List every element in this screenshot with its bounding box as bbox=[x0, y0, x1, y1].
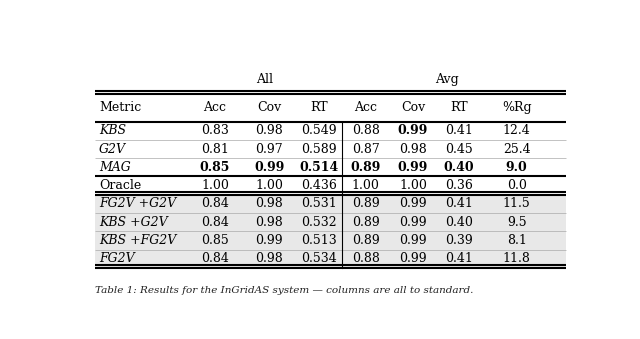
Text: 9.0: 9.0 bbox=[506, 161, 527, 174]
Text: 0.89: 0.89 bbox=[352, 197, 380, 210]
Text: 0.45: 0.45 bbox=[445, 142, 473, 156]
Text: RT: RT bbox=[450, 101, 468, 114]
Text: 1.00: 1.00 bbox=[201, 179, 229, 192]
Text: 0.85: 0.85 bbox=[201, 234, 229, 247]
Text: Metric: Metric bbox=[99, 101, 141, 114]
Text: 0.99: 0.99 bbox=[399, 252, 427, 265]
Text: 0.89: 0.89 bbox=[352, 234, 380, 247]
Text: KBS +G2V: KBS +G2V bbox=[99, 216, 168, 228]
Text: 0.531: 0.531 bbox=[301, 197, 337, 210]
Text: 0.534: 0.534 bbox=[301, 252, 337, 265]
Text: FG2V: FG2V bbox=[99, 252, 134, 265]
Text: 1.00: 1.00 bbox=[352, 179, 380, 192]
Text: 0.98: 0.98 bbox=[255, 124, 283, 137]
Text: 11.8: 11.8 bbox=[502, 252, 531, 265]
Bar bbox=[95, 231, 566, 250]
Text: 0.36: 0.36 bbox=[445, 179, 473, 192]
Text: RT: RT bbox=[310, 101, 328, 114]
Text: Table 1: Results for the InGridAS system — columns are all to standard.: Table 1: Results for the InGridAS system… bbox=[95, 286, 473, 295]
Text: 0.0: 0.0 bbox=[507, 179, 527, 192]
Text: 1.00: 1.00 bbox=[255, 179, 283, 192]
Text: Acc: Acc bbox=[204, 101, 227, 114]
Text: 0.88: 0.88 bbox=[352, 252, 380, 265]
Text: 0.99: 0.99 bbox=[255, 234, 283, 247]
Text: 0.99: 0.99 bbox=[399, 216, 427, 228]
Text: 0.41: 0.41 bbox=[445, 252, 473, 265]
Text: 0.549: 0.549 bbox=[301, 124, 337, 137]
Text: 0.84: 0.84 bbox=[201, 252, 229, 265]
Text: G2V: G2V bbox=[99, 142, 126, 156]
Text: 1.00: 1.00 bbox=[399, 179, 427, 192]
Text: 0.85: 0.85 bbox=[200, 161, 230, 174]
Text: 0.99: 0.99 bbox=[254, 161, 284, 174]
Bar bbox=[95, 195, 566, 213]
Text: 0.513: 0.513 bbox=[301, 234, 337, 247]
Text: 0.589: 0.589 bbox=[301, 142, 337, 156]
Text: 0.41: 0.41 bbox=[445, 124, 473, 137]
Bar bbox=[95, 213, 566, 231]
Text: 8.1: 8.1 bbox=[507, 234, 527, 247]
Text: 0.83: 0.83 bbox=[201, 124, 229, 137]
Text: %Rg: %Rg bbox=[502, 101, 531, 114]
Bar bbox=[95, 250, 566, 268]
Text: 0.89: 0.89 bbox=[351, 161, 381, 174]
Text: KBS: KBS bbox=[99, 124, 126, 137]
Text: 0.40: 0.40 bbox=[445, 216, 473, 228]
Text: 11.5: 11.5 bbox=[503, 197, 531, 210]
Text: 0.514: 0.514 bbox=[299, 161, 339, 174]
Text: Oracle: Oracle bbox=[99, 179, 141, 192]
Text: 0.436: 0.436 bbox=[301, 179, 337, 192]
Text: 12.4: 12.4 bbox=[503, 124, 531, 137]
Text: 0.89: 0.89 bbox=[352, 216, 380, 228]
Text: 0.41: 0.41 bbox=[445, 197, 473, 210]
Text: 0.98: 0.98 bbox=[255, 197, 283, 210]
Text: 0.39: 0.39 bbox=[445, 234, 473, 247]
Text: 0.97: 0.97 bbox=[255, 142, 283, 156]
Text: 0.84: 0.84 bbox=[201, 197, 229, 210]
Text: 0.98: 0.98 bbox=[399, 142, 427, 156]
Text: 0.98: 0.98 bbox=[255, 252, 283, 265]
Text: 0.99: 0.99 bbox=[399, 234, 427, 247]
Text: 0.99: 0.99 bbox=[399, 197, 427, 210]
Text: 9.5: 9.5 bbox=[507, 216, 527, 228]
Text: KBS +FG2V: KBS +FG2V bbox=[99, 234, 176, 247]
Text: Cov: Cov bbox=[401, 101, 425, 114]
Text: 25.4: 25.4 bbox=[503, 142, 531, 156]
Text: 0.532: 0.532 bbox=[301, 216, 337, 228]
Text: Acc: Acc bbox=[355, 101, 378, 114]
Text: 0.99: 0.99 bbox=[397, 161, 428, 174]
Text: MAG: MAG bbox=[99, 161, 131, 174]
Text: 0.81: 0.81 bbox=[201, 142, 229, 156]
Text: FG2V +G2V: FG2V +G2V bbox=[99, 197, 176, 210]
Text: 0.99: 0.99 bbox=[397, 124, 428, 137]
Text: 0.84: 0.84 bbox=[201, 216, 229, 228]
Text: Cov: Cov bbox=[257, 101, 282, 114]
Text: 0.40: 0.40 bbox=[444, 161, 474, 174]
Text: All: All bbox=[256, 73, 273, 86]
Text: Avg: Avg bbox=[435, 73, 459, 86]
Text: 0.98: 0.98 bbox=[255, 216, 283, 228]
Text: 0.87: 0.87 bbox=[352, 142, 380, 156]
Text: 0.88: 0.88 bbox=[352, 124, 380, 137]
